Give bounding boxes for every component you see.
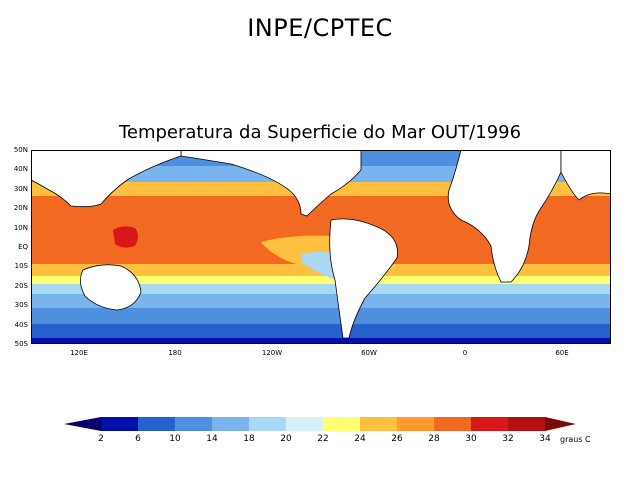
scale-bin — [249, 417, 286, 431]
australia — [80, 264, 142, 311]
color-scale-bar — [64, 417, 576, 431]
lat-label: 40N — [13, 165, 28, 173]
scale-arrow-high — [545, 417, 576, 431]
page-header-title: INPE/CPTEC — [247, 14, 393, 42]
scale-label: 30 — [465, 434, 477, 444]
lat-label: 10N — [13, 224, 28, 232]
antarctic-edge — [31, 338, 611, 344]
sst-map — [31, 150, 611, 344]
lat-label: 40S — [14, 321, 28, 329]
lon-label: 60W — [361, 349, 377, 357]
band-south-22-24 — [31, 274, 611, 284]
scale-units: graus C — [560, 435, 591, 444]
western-pacific-warm-pool — [113, 226, 138, 248]
scale-label: 24 — [354, 434, 366, 444]
scale-label: 20 — [280, 434, 292, 444]
scale-bin — [286, 417, 323, 431]
scale-bin — [508, 417, 545, 431]
indian-ocean-warm — [551, 209, 611, 261]
scale-bin — [397, 417, 434, 431]
band-south-18-22 — [31, 282, 611, 294]
lat-label: 30N — [13, 185, 28, 193]
lat-label: 10S — [14, 262, 28, 270]
scale-bin — [101, 417, 138, 431]
lat-label: 30S — [14, 301, 28, 309]
lon-label: 60E — [555, 349, 569, 357]
scale-arrow-low — [64, 417, 101, 431]
scale-label: 32 — [502, 434, 514, 444]
lon-label: 180 — [168, 349, 182, 357]
lat-label: 50N — [13, 146, 28, 154]
lon-label: 120W — [261, 349, 283, 357]
asia — [31, 150, 611, 208]
scale-label: 18 — [243, 434, 255, 444]
scale-label: 28 — [428, 434, 440, 444]
pacific-cool-coast — [301, 252, 335, 280]
scale-bin — [138, 417, 175, 431]
scale-label: 2 — [98, 434, 104, 444]
scale-label: 26 — [391, 434, 403, 444]
map-title: Temperatura da Superficie do Mar OUT/199… — [118, 122, 522, 143]
band-south-10-14 — [31, 306, 611, 324]
lon-label: 120E — [70, 349, 88, 357]
scale-bin — [175, 417, 212, 431]
scale-label: 14 — [206, 434, 218, 444]
scale-label: 34 — [539, 434, 551, 444]
lat-label: EQ — [18, 243, 28, 251]
north-america — [180, 150, 362, 217]
lat-label: 50S — [14, 340, 28, 348]
map-border — [31, 150, 611, 344]
scale-bin — [434, 417, 471, 431]
band-south-14-18 — [31, 292, 611, 308]
scale-label: 6 — [135, 434, 141, 444]
south-america — [329, 218, 398, 339]
lat-label: 20N — [13, 204, 28, 212]
scale-bin — [212, 417, 249, 431]
africa-europe — [447, 150, 562, 283]
lat-label: 20S — [14, 282, 28, 290]
scale-label: 22 — [317, 434, 329, 444]
scale-label: 10 — [169, 434, 181, 444]
lon-label: 0 — [462, 349, 468, 357]
scale-bin — [323, 417, 360, 431]
scale-bin — [360, 417, 397, 431]
scale-bin — [471, 417, 508, 431]
